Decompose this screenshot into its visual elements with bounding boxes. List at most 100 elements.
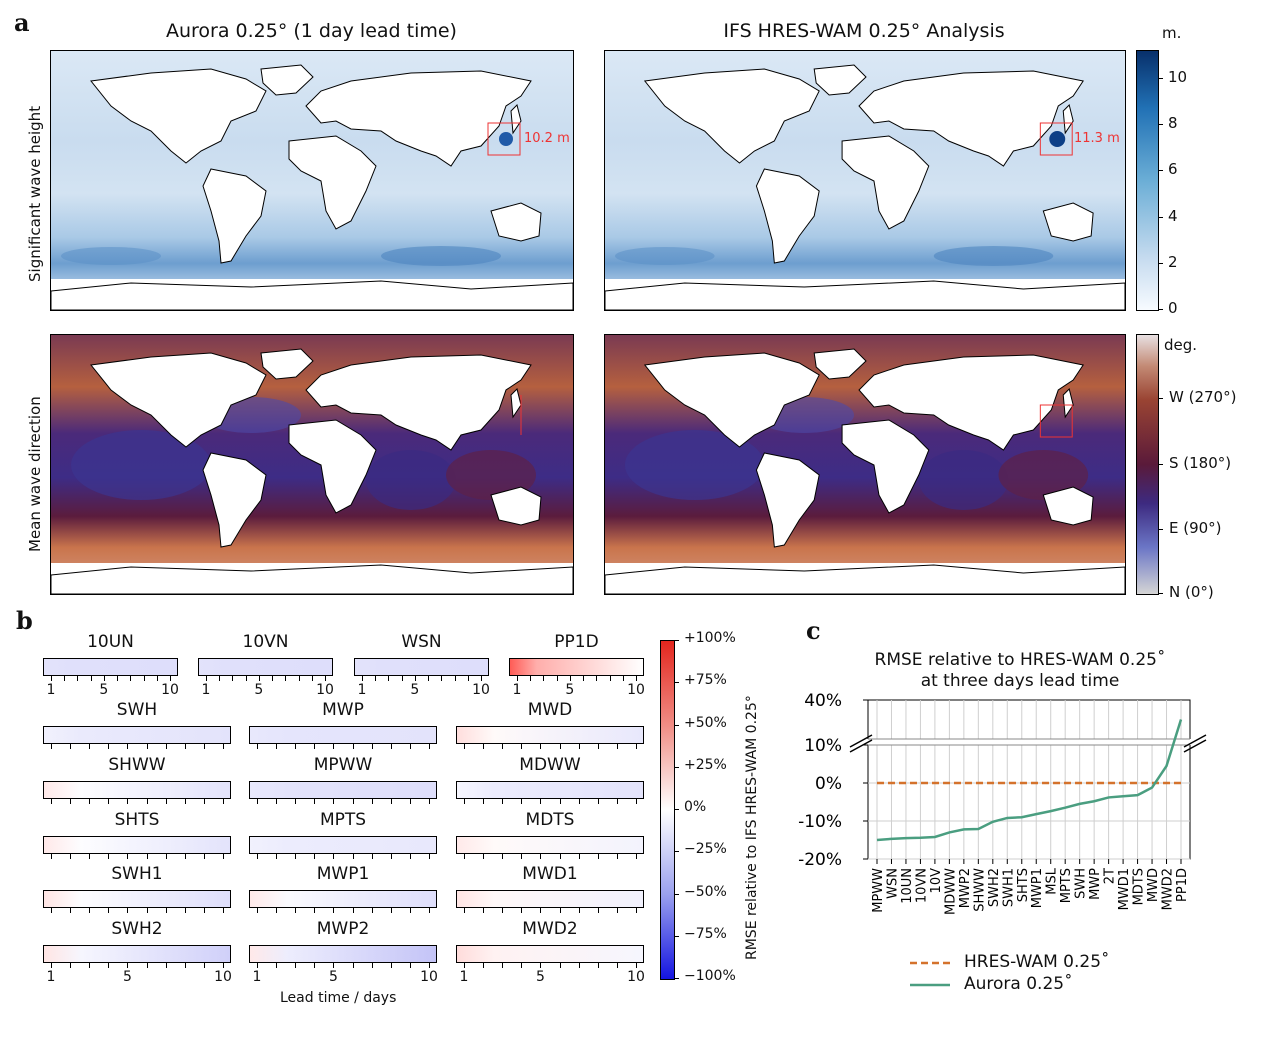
heatmap-tick xyxy=(464,908,465,913)
swh-colorbar-tick-label: 4 xyxy=(1168,206,1178,225)
heatmap-tick xyxy=(409,744,411,749)
heatmap-tick xyxy=(483,799,485,804)
heatmap-tick xyxy=(481,676,482,681)
rmse-colorbar-tick-label: −100% xyxy=(684,968,736,984)
heatmap-tick-label: 1 xyxy=(512,682,522,698)
heatmap-tick-label: 10 xyxy=(316,682,334,698)
heatmap-strip xyxy=(456,726,644,744)
ifs-mwd-highlight-box xyxy=(1039,404,1073,438)
heatmap-tick xyxy=(257,963,258,968)
swh-colorbar xyxy=(1136,50,1159,311)
heatmap-tick-label: 5 xyxy=(254,682,264,698)
heatmap-tick xyxy=(257,908,258,913)
heatmap-tick xyxy=(409,963,411,968)
heatmap-tick xyxy=(295,744,297,749)
heatmap-tick xyxy=(543,676,545,681)
mwd-colorbar-tick xyxy=(1158,529,1163,530)
heatmap-strip xyxy=(509,658,644,676)
heatmap-tick xyxy=(127,854,129,859)
rmse-colorbar-tick-label: +50% xyxy=(684,714,727,731)
swh-row-label: Significant wave height xyxy=(26,105,44,282)
heatmap-tick xyxy=(352,744,354,749)
heatmap-title: MWD1 xyxy=(522,864,578,884)
heatmap-tick xyxy=(597,908,599,913)
rmse-colorbar-tick-label: −50% xyxy=(684,883,727,900)
axis-break-mark xyxy=(849,739,873,753)
heatmap-tick xyxy=(390,799,392,804)
heatmap-tick xyxy=(295,908,297,913)
heatmap-strip xyxy=(43,781,231,799)
heatmap-strip xyxy=(249,726,437,744)
line-chart-xtick-label: PP1D xyxy=(1175,868,1190,902)
legend-aurora-label: Aurora 0.25˚ xyxy=(964,974,1073,994)
heatmap-tick xyxy=(311,676,313,681)
line-chart-xtick-label: MDWW xyxy=(943,868,958,915)
ifs-mwd-map-svg xyxy=(605,335,1125,594)
heatmap-tick-label: 5 xyxy=(99,682,109,698)
heatmap-title: MWP1 xyxy=(316,864,370,884)
heatmap-tick xyxy=(578,908,580,913)
mwd-colorbar-tick-label: E (90°) xyxy=(1169,519,1222,537)
heatmap-tick-label: 5 xyxy=(565,682,575,698)
heatmap-tick xyxy=(636,676,637,681)
heatmap-strip xyxy=(354,658,489,676)
heatmap-tick xyxy=(333,744,335,749)
heatmap-tick xyxy=(409,908,411,913)
heatmap-tick xyxy=(70,799,72,804)
heatmap-tick-label: 1 xyxy=(459,969,469,985)
heatmap-tick xyxy=(521,854,523,859)
heatmap-title: MDWW xyxy=(519,755,581,775)
heatmap-tick xyxy=(130,676,132,681)
heatmap-title: 10UN xyxy=(87,632,134,652)
heatmap-tick-label: 5 xyxy=(535,969,545,985)
heatmap-tick xyxy=(371,908,373,913)
heatmap-tick xyxy=(390,744,392,749)
heatmap-tick xyxy=(165,854,167,859)
heatmap-tick xyxy=(127,963,129,968)
heatmap-tick xyxy=(276,744,278,749)
mwd-colorbar-tick-label: W (270°) xyxy=(1169,388,1237,406)
heatmap-tick xyxy=(483,963,485,968)
swh-colorbar-tick xyxy=(1158,216,1163,218)
swh-colorbar-unit: m. xyxy=(1162,24,1182,42)
heatmap-tick xyxy=(371,963,373,968)
heatmap-title: MPWW xyxy=(313,755,373,775)
heatmap-tick xyxy=(352,963,354,968)
swh-colorbar-tick-label: 10 xyxy=(1168,67,1188,86)
heatmap-tick xyxy=(51,854,52,859)
heatmap-tick xyxy=(108,744,110,749)
heatmap-tick xyxy=(165,963,167,968)
heatmap-tick xyxy=(219,676,221,681)
heatmap-tick xyxy=(298,676,300,681)
mwd-colorbar-tick xyxy=(1158,464,1163,465)
heatmap-tick xyxy=(371,744,373,749)
heatmap-tick xyxy=(89,908,91,913)
axis-break-gap xyxy=(867,739,1191,745)
line-chart-legend: HRES-WAM 0.25˚ Aurora 0.25˚ xyxy=(910,952,1210,1002)
heatmap-tick xyxy=(622,676,624,681)
heatmap-tick xyxy=(597,963,599,968)
line-chart-xtick-label: WSN xyxy=(885,868,900,899)
heatmap-tick xyxy=(483,744,485,749)
line-chart-ytick-label: -10% xyxy=(798,812,842,832)
heatmap-tick xyxy=(521,799,523,804)
heatmap-tick xyxy=(390,963,392,968)
heatmap-tick xyxy=(165,744,167,749)
aurora-swh-highlight-box xyxy=(487,122,521,156)
heatmap-tick-label: 1 xyxy=(201,682,211,698)
aurora-series-line xyxy=(876,719,1183,842)
heatmap-tick xyxy=(441,676,443,681)
heatmap-tick xyxy=(89,963,91,968)
heatmap-tick xyxy=(70,744,72,749)
heatmap-title: SHTS xyxy=(114,810,160,830)
heatmap-strip xyxy=(249,890,437,908)
heatmap-tick xyxy=(184,963,186,968)
heatmap-tick xyxy=(578,963,580,968)
heatmap-tick xyxy=(578,799,580,804)
heatmap-tick xyxy=(276,799,278,804)
mwd-colorbar xyxy=(1136,334,1159,595)
heatmap-tick xyxy=(51,799,52,804)
heatmap-tick xyxy=(143,676,145,681)
heatmap-tick xyxy=(371,799,373,804)
heatmap-tick xyxy=(314,744,316,749)
